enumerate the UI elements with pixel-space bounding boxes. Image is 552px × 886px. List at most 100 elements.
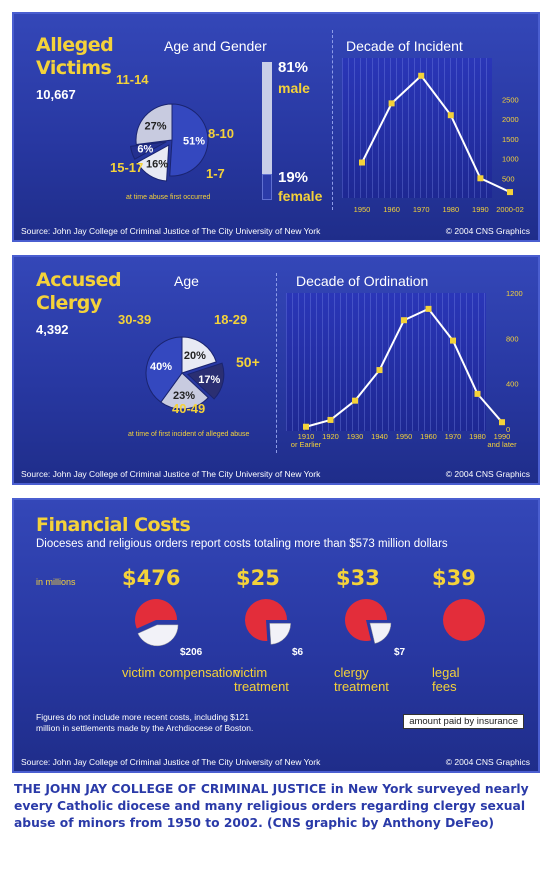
x-tick-1970: 1970: [413, 205, 430, 214]
series-line: [361, 74, 511, 193]
age-gender-title: Age and Gender: [164, 38, 267, 54]
data-point-1970: [450, 337, 456, 344]
data-point-1940: [376, 367, 383, 374]
x-tick-1960: 1960: [420, 432, 437, 441]
x-tick-1990 and later: 1990 and later: [487, 432, 517, 449]
cost-value-3: $39: [432, 566, 476, 590]
y-tick-0: 0: [506, 425, 510, 434]
cost-label-1: victim treatment: [234, 665, 289, 694]
pie-label-30-39: 30-39: [118, 312, 152, 327]
x-tick-1920: 1920: [322, 432, 339, 441]
data-point-1950: [401, 317, 407, 324]
x-tick-1980: 1980: [442, 205, 459, 214]
data-point-1990 and later: [499, 419, 505, 426]
costs-footnote: Figures do not include more recent costs…: [36, 712, 254, 733]
pie-pct-40-49: 23%: [173, 390, 195, 402]
series-line: [305, 307, 503, 428]
costs-panel: Financial Costs Dioceses and religious o…: [12, 498, 540, 773]
victims-age-pie: 51% 16% 6% 27%: [130, 103, 209, 182]
data-point-1910 or Earlier: [303, 423, 309, 430]
pie-label-18-29: 18-29: [214, 312, 248, 327]
caption-bold: THE JOHN JAY COLLEGE OF CRIMINAL JUSTICE: [14, 782, 327, 796]
victims-source: Source: John Jay College of Criminal Jus…: [21, 226, 321, 236]
pie-slice-15-17: [135, 103, 173, 146]
x-tick-1940: 1940: [371, 432, 388, 441]
x-tick-1990: 1990: [472, 205, 489, 214]
female-label: female: [278, 188, 323, 204]
clergy-count: 4,392: [36, 322, 69, 337]
pie-slice-18-29: [181, 336, 217, 374]
panel-divider: [276, 273, 277, 453]
panel-divider: [332, 30, 333, 210]
costs-copyright: © 2004 CNS Graphics: [445, 757, 530, 767]
pie-slice-1-7: [130, 141, 167, 160]
female-pct: 19%: [278, 169, 309, 186]
insurance-value-0: $206: [180, 647, 203, 658]
insurance-value-1: $6: [292, 647, 304, 658]
cost-label-2: clergy treatment: [334, 665, 389, 694]
male-bar: [262, 62, 272, 174]
male-label: male: [278, 80, 310, 96]
cost-slice-clergy treatment: [345, 599, 387, 641]
insurance-slice-victim treatment: [269, 623, 291, 645]
pie-label-1-7: 1-7: [206, 166, 225, 181]
pie-label-8-10: 8-10: [208, 126, 235, 141]
x-tick-1960: 1960: [383, 205, 400, 214]
y-tick-400: 400: [506, 380, 519, 389]
insurance-slice-victim compensation: [137, 624, 179, 647]
pie-pct-18-29: 20%: [184, 350, 206, 362]
pie-label-40-49: 40-49: [172, 401, 206, 416]
clergy-panel: Accused Clergy 4,392 Age 20% 17% 23% 40% 30…: [12, 255, 540, 485]
x-tick-1970: 1970: [445, 432, 462, 441]
insurance-legend: amount paid by insurance: [403, 714, 524, 729]
insurance-slice-clergy treatment: [369, 622, 392, 644]
clergy-source: Source: John Jay College of Criminal Jus…: [21, 469, 321, 479]
y-tick-1500: 1500: [502, 135, 519, 144]
costs-pies: [135, 599, 485, 647]
clergy-title: Accused Clergy: [36, 269, 122, 314]
pie-label-50plus: 50+: [236, 354, 260, 370]
x-tick-1980: 1980: [469, 432, 486, 441]
data-point-1960: [388, 100, 395, 107]
pie-label-15-17: 15-17: [110, 160, 144, 175]
costs-source: Source: John Jay College of Criminal Jus…: [21, 757, 321, 767]
pie-slice-40-49: [160, 372, 209, 410]
x-tick-2000-02: 2000-02: [496, 205, 524, 214]
costs-title: Financial Costs: [36, 514, 191, 536]
clergy-age-title: Age: [174, 273, 199, 289]
incident-line-chart: 1950 1960 1970 1980 1990 2000-02 2500 2000 1500 1…: [354, 72, 524, 214]
decade-incident-title: Decade of Incident: [346, 38, 463, 54]
clergy-age-note: at time of first incident of alleged abu…: [128, 431, 250, 438]
data-point-1990: [477, 175, 484, 182]
x-tick-1930: 1930: [347, 432, 364, 441]
insurance-value-2: $7: [394, 647, 406, 658]
pie-label-11-14: 11-14: [116, 72, 149, 87]
ordination-chart-bg: [286, 293, 486, 431]
pie-slice-8-10: [136, 144, 170, 182]
cost-slice-legal fees: [443, 599, 485, 641]
male-pct: 81%: [278, 59, 309, 76]
pie-pct-11-14: 51%: [183, 136, 205, 148]
data-point-1970: [418, 72, 425, 79]
data-point-1980: [474, 390, 481, 397]
female-bar: [262, 174, 272, 200]
pie-pct-50+: 17%: [198, 374, 220, 386]
data-point-2000-02: [507, 189, 513, 196]
caption-rest: in New York surveyed nearly every Cathol…: [14, 782, 529, 830]
pie-pct-8-10: 16%: [146, 159, 168, 171]
pie-pct-1-7: 6%: [137, 144, 153, 156]
pie-slice-50+: [186, 362, 225, 400]
data-point-1980: [447, 112, 454, 119]
data-point-1920: [327, 416, 334, 423]
cost-value-2: $33: [336, 566, 380, 590]
x-tick-1950: 1950: [396, 432, 413, 441]
data-point-1960: [425, 305, 432, 312]
victims-count: 10,667: [36, 87, 76, 102]
y-tick-1200: 1200: [506, 289, 523, 298]
y-tick-800: 800: [506, 334, 519, 343]
cost-label-3: legal fees: [432, 665, 460, 694]
y-tick-2000: 2000: [502, 115, 519, 124]
clergy-age-pie: 20% 17%23% 40%: [145, 336, 225, 410]
pie-pct-30-39: 40%: [150, 361, 172, 373]
